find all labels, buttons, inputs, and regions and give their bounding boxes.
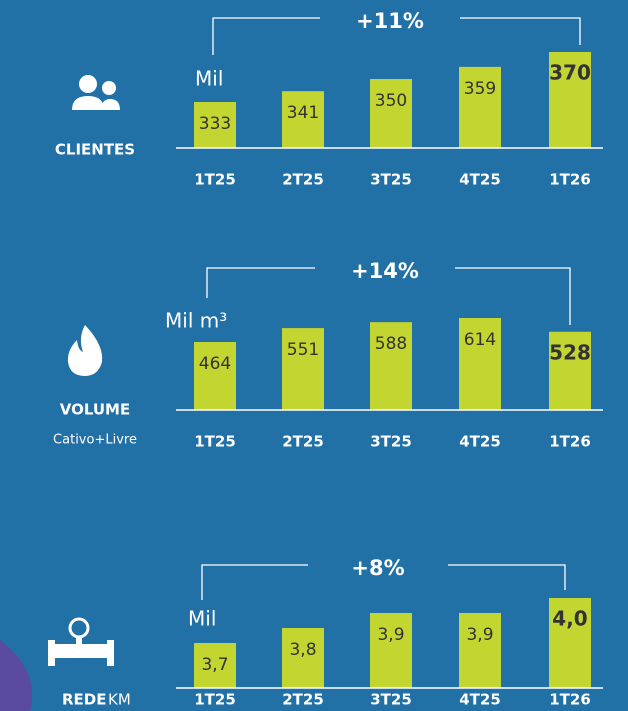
value-label: 370 [549, 61, 591, 85]
x-tick-label: 1T26 [549, 691, 591, 709]
value-label: 4,0 [552, 607, 587, 631]
bar [282, 91, 324, 148]
value-label: 3,7 [201, 655, 228, 675]
x-tick-label: 3T25 [370, 171, 412, 189]
growth-label: +8% [351, 556, 404, 580]
section-label: VOLUME [60, 401, 130, 419]
icon-clients [72, 75, 120, 110]
value-label: 588 [375, 334, 407, 354]
growth-label: +14% [351, 259, 419, 283]
bar [459, 318, 501, 410]
section-label: REDE [62, 691, 107, 709]
value-label: 3,9 [377, 625, 404, 645]
value-label: 464 [199, 354, 231, 374]
x-tick-label: 4T25 [459, 691, 501, 709]
value-label: 551 [287, 340, 319, 360]
bracket [201, 564, 566, 600]
x-tick-label: 4T25 [459, 433, 501, 451]
bar [549, 52, 591, 148]
value-label: 528 [549, 340, 591, 364]
x-tick-label: 2T25 [282, 171, 324, 189]
value-label: 3,9 [466, 625, 493, 645]
value-label: 333 [199, 114, 231, 134]
value-label: 359 [464, 79, 496, 99]
bar [194, 643, 236, 688]
x-tick-label: 1T25 [194, 433, 236, 451]
decor [0, 640, 32, 711]
x-tick-label: 2T25 [282, 691, 324, 709]
section-label: CLIENTES [55, 141, 135, 159]
x-tick-label: 2T25 [282, 433, 324, 451]
bar [549, 598, 591, 688]
value-label: 350 [375, 91, 407, 111]
bracket [212, 17, 581, 55]
unit-label: Mil m³ [165, 309, 227, 333]
bar [194, 102, 236, 148]
icon-pipe [48, 617, 114, 666]
unit-label: Mil [195, 67, 223, 91]
unit-label: Mil [188, 607, 216, 631]
bar [194, 342, 236, 410]
bar [459, 66, 501, 148]
x-tick-label: 1T26 [549, 433, 591, 451]
section-sublabel: Cativo+Livre [53, 433, 137, 448]
x-tick-label: 3T25 [370, 433, 412, 451]
bar [370, 613, 412, 688]
bar [370, 79, 412, 148]
x-tick-label: 4T25 [459, 171, 501, 189]
section-sublabel: KM [108, 691, 131, 709]
x-tick-label: 3T25 [370, 691, 412, 709]
growth-label: +11% [356, 9, 424, 33]
value-label: 614 [464, 330, 496, 350]
value-label: 341 [287, 103, 319, 123]
x-tick-label: 1T26 [549, 171, 591, 189]
bar [282, 628, 324, 688]
bar [459, 613, 501, 688]
x-tick-label: 1T25 [194, 691, 236, 709]
bar [549, 331, 591, 410]
icon-flame [67, 325, 103, 376]
bar [282, 328, 324, 410]
bar [370, 322, 412, 410]
x-tick-label: 1T25 [194, 171, 236, 189]
value-label: 3,8 [289, 640, 316, 660]
bracket [206, 267, 571, 325]
